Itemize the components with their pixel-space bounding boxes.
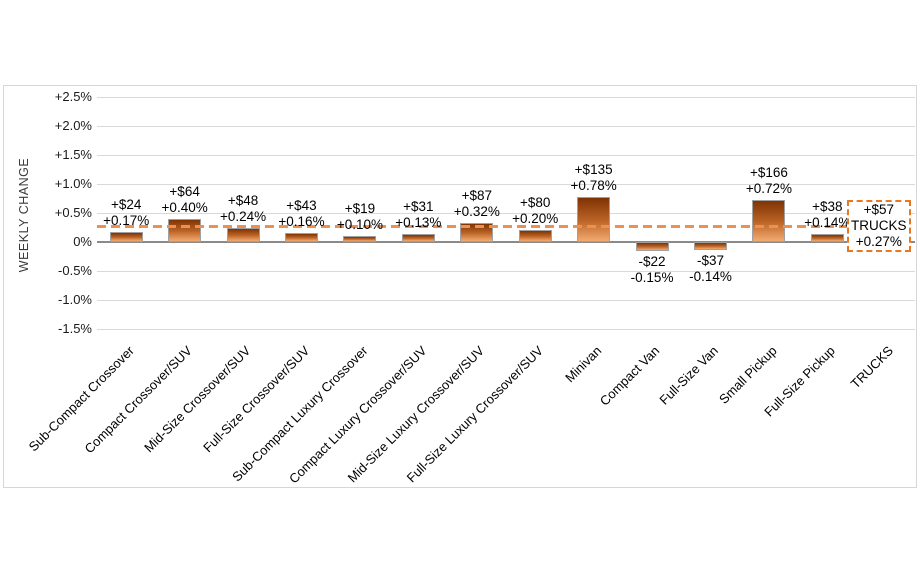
bar (752, 200, 786, 242)
bar-dollar-label: +$135 (574, 161, 613, 177)
y-tick-label: -1.5% (58, 321, 92, 336)
bar (401, 234, 435, 242)
trucks-box-line: +$57 (863, 202, 894, 217)
bar (577, 196, 611, 242)
y-tick-label: +0.5% (54, 205, 92, 220)
bar-value-label: +$24 +0.17% (87, 197, 165, 229)
bar-dollar-label: -$22 (638, 253, 666, 269)
bar-percent-label: +0.24% (219, 209, 267, 225)
category-label: Full-Size Crossover/SUV (199, 343, 313, 456)
bar-percent-label: +0.10% (336, 217, 383, 233)
bar-percent-label: +0.17% (103, 213, 150, 229)
category-label: Minivan (561, 343, 605, 386)
y-tick-label: -0.5% (58, 263, 92, 278)
zero-axis-line (97, 241, 915, 243)
trucks-summary-box: +$57 TRUCKS +0.27% (846, 200, 911, 252)
bar (109, 232, 143, 242)
bar-value-label: +$87 +0.32% (438, 188, 516, 220)
trucks-box-line: +0.27% (855, 234, 902, 249)
y-tick-label: +2.0% (54, 118, 92, 133)
bar-dollar-label: -$37 (696, 253, 725, 269)
bar (810, 233, 844, 242)
bar-dollar-label: +$31 (403, 199, 434, 215)
category-label: Sub-Compact Crossover (25, 343, 137, 455)
bar-dollar-label: +$87 (461, 188, 492, 204)
bar-percent-label: +0.13% (395, 215, 442, 231)
bar-value-label: +$31 +0.13% (379, 199, 457, 231)
trucks-box-line: TRUCKS (851, 218, 907, 233)
category-label: Mid-Size Crossover/SUV (141, 343, 254, 456)
bar-percent-label: +0.16% (278, 213, 325, 229)
bar-percent-label: +0.32% (453, 204, 500, 220)
y-tick-label: +2.5% (54, 89, 92, 104)
bar-percent-label: -0.15% (630, 269, 674, 285)
bar-dollar-label: +$43 (286, 197, 317, 213)
bar-percent-label: +0.78% (570, 177, 617, 193)
bar-percent-label: -0.14% (689, 269, 732, 285)
gridline (97, 96, 915, 98)
bar-percent-label: +0.40% (161, 199, 208, 215)
y-tick-label: +1.0% (54, 176, 92, 191)
bar-percent-label: +0.20% (512, 211, 559, 227)
category-label: Full-Size Van (656, 343, 722, 408)
bar (226, 228, 260, 242)
gridline (97, 212, 915, 214)
category-label: Compact Crossover/SUV (81, 343, 196, 457)
bar (694, 242, 727, 251)
category-label: TRUCKS (847, 343, 897, 392)
bar-value-label: +$48 +0.24% (204, 193, 282, 225)
bar-dollar-label: +$64 (169, 183, 200, 199)
chart-frame: WEEKLY CHANGE +2.5% +2.0% +1.5% +1.0% +0.5% 0… (3, 85, 917, 488)
bar (343, 236, 377, 242)
bar-value-label: -$22 -0.15% (613, 254, 691, 286)
y-tick-label: 0% (73, 234, 92, 249)
bar (635, 242, 669, 251)
bar (168, 218, 202, 242)
gridline (97, 328, 915, 330)
average-dashed-line (97, 224, 847, 228)
gridline (97, 125, 915, 127)
plot-area: WEEKLY CHANGE +2.5% +2.0% +1.5% +1.0% +0.5% 0… (4, 86, 916, 487)
bar-percent-label: +0.72% (745, 181, 792, 197)
bar-value-label: +$38 +0.14% (788, 199, 866, 231)
bar-value-label: -$37 -0.14% (672, 253, 750, 285)
bar-dollar-label: +$80 (519, 195, 551, 211)
gridline (97, 183, 915, 185)
bar-value-label: +$64 +0.40% (146, 184, 224, 216)
gridline (97, 299, 915, 301)
bar-dollar-label: +$166 (749, 165, 788, 181)
bar-value-label: +$19 +0.10% (321, 201, 399, 233)
y-tick-label: +1.5% (54, 147, 92, 162)
bar-value-label: +$166 +0.72% (730, 165, 808, 197)
bar-percent-label: +0.14% (804, 214, 851, 230)
bar-dollar-label: +$19 (344, 201, 376, 217)
bar-dollar-label: +$48 (227, 193, 259, 209)
gridline (97, 154, 915, 156)
bar (518, 230, 552, 242)
bar-value-label: +$80 +0.20% (496, 195, 574, 227)
category-label: Compact Van (597, 343, 663, 409)
category-label: Small Pickup (715, 343, 780, 407)
bar-dollar-label: +$24 (110, 197, 142, 213)
bar-value-label: +$135 +0.78% (555, 162, 633, 194)
bar (460, 223, 494, 242)
bar (285, 232, 318, 242)
bar-dollar-label: +$38 (812, 198, 843, 214)
y-tick-label: -1.0% (58, 292, 92, 307)
gridline (97, 270, 915, 272)
bar-value-label: +$43 +0.16% (263, 198, 341, 230)
